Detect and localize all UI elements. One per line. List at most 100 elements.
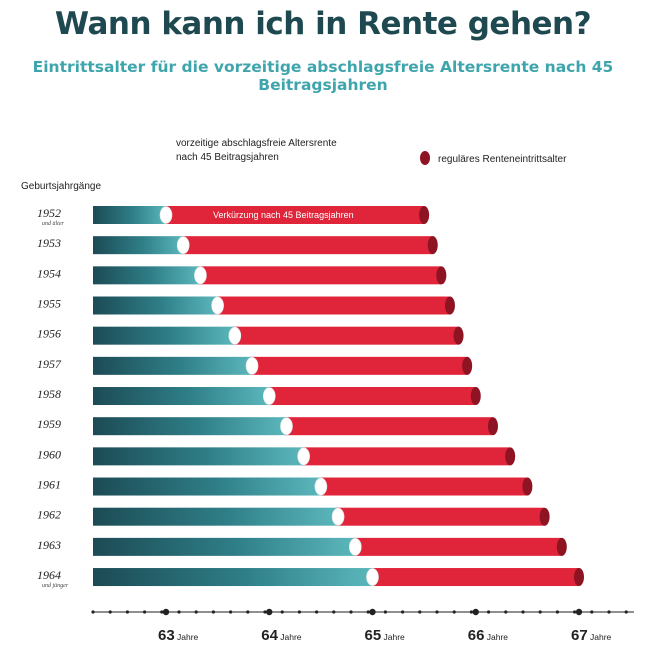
tick-label-65: 65: [365, 627, 382, 644]
row-label-1962: 1962: [37, 508, 61, 522]
x-axis-minor-dot: [555, 610, 560, 614]
row-label-1957: 1957: [37, 357, 62, 371]
early-age-marker-1955: [211, 296, 224, 315]
bar-early-1960: [93, 447, 304, 466]
bar-row-1956: 1956: [37, 326, 464, 345]
chart-subtitle: Eintrittsalter für die vorzeitige abschl…: [32, 58, 614, 94]
row-label-1956: 1956: [37, 327, 61, 341]
x-axis-minor-dot: [590, 610, 594, 614]
bar-regular-1958: [267, 387, 476, 406]
x-axis-minor-dot: [263, 610, 267, 614]
x-axis-minor-dot: [487, 610, 491, 614]
legend-regular-label: reguläres Renteneintrittsalter: [438, 154, 567, 165]
legend-early-line1: vorzeitige abschlagsfreie Altersrente: [176, 138, 337, 149]
regular-age-marker-1959: [487, 417, 498, 436]
bar-row-1963: 1963: [37, 537, 567, 556]
x-axis-minor-dot: [91, 610, 95, 614]
row-note-1952: und älter: [42, 221, 64, 227]
regular-age-marker-1963: [556, 537, 567, 556]
early-age-marker-1963: [348, 538, 362, 556]
x-axis-major-dot: [472, 608, 479, 616]
regular-age-marker-1960: [505, 447, 516, 466]
tick-unit-67: Jahre: [590, 632, 612, 642]
bar-row-1955: 1955: [37, 296, 455, 315]
early-age-marker-1956: [228, 326, 242, 345]
row-label-1958: 1958: [37, 387, 61, 401]
row-label-1952: 1952: [37, 206, 61, 220]
bar-early-1958: [93, 387, 270, 406]
x-axis-minor-dot: [452, 610, 456, 614]
bar-early-1961: [93, 477, 321, 496]
bar-annotation: Verkürzung nach 45 Beitragsjahren: [213, 210, 354, 220]
row-label-1964: 1964: [37, 568, 61, 582]
tick-unit-65: Jahre: [384, 632, 406, 642]
x-axis-minor-dot: [469, 610, 473, 614]
x-axis-minor-dot: [177, 610, 181, 614]
x-axis-minor-dot: [607, 610, 611, 614]
bar-regular-1964: [370, 568, 579, 587]
x-axis-minor-dot: [108, 610, 112, 614]
bar-early-1954: [93, 266, 201, 285]
bar-early-1956: [93, 326, 235, 345]
x-axis-minor-dot: [538, 610, 542, 614]
tick-unit-66: Jahre: [487, 632, 509, 642]
regular-age-marker-1953: [427, 236, 438, 255]
bar-early-1957: [93, 356, 253, 375]
bar-regular-1955: [215, 296, 450, 315]
y-axis-title: Geburtsjahrgänge: [21, 181, 101, 192]
bar-regular-1954: [198, 266, 442, 285]
bar-early-1962: [93, 507, 339, 526]
bar-row-1961: 1961: [37, 477, 533, 496]
x-axis-minor-dot: [143, 610, 147, 614]
early-age-marker-1957: [245, 357, 259, 375]
x-axis-major-dot: [266, 608, 273, 616]
tick-unit-64: Jahre: [280, 632, 302, 642]
row-label-1959: 1959: [37, 417, 61, 431]
bar-early-1963: [93, 537, 356, 556]
bar-row-1958: 1958: [37, 387, 481, 406]
tick-label-67: 67: [571, 627, 588, 644]
early-age-marker-1952: [159, 206, 173, 224]
bar-row-1953: 1953: [37, 236, 438, 255]
bar-row-1957: 1957: [37, 356, 473, 375]
bar-regular-1959: [284, 417, 493, 436]
bar-regular-1952: [164, 206, 425, 224]
row-label-1954: 1954: [37, 266, 61, 280]
x-axis-major-dot: [575, 608, 583, 616]
tick-unit-63: Jahre: [177, 632, 199, 642]
early-age-marker-1953: [176, 236, 190, 254]
regular-age-marker-1956: [453, 326, 464, 345]
bar-regular-1963: [353, 537, 562, 556]
early-age-marker-1961: [314, 477, 328, 496]
regular-age-marker-1961: [522, 477, 533, 496]
bar-early-1952: [93, 206, 166, 224]
x-axis-minor-dot: [401, 610, 405, 614]
regular-age-marker-1952: [419, 206, 430, 224]
x-axis-minor-dot: [211, 610, 215, 614]
bar-regular-1956: [232, 326, 459, 345]
row-label-1960: 1960: [37, 447, 61, 461]
tick-label-66: 66: [468, 627, 485, 644]
bar-early-1959: [93, 417, 287, 436]
legend-regular-marker: [420, 151, 430, 165]
regular-age-marker-1958: [470, 387, 481, 406]
early-age-marker-1962: [331, 507, 345, 526]
x-axis-minor-dot: [194, 610, 198, 614]
x-axis-minor-dot: [125, 610, 129, 614]
legend-early-line2: nach 45 Beitragsjahren: [176, 152, 279, 163]
bar-regular-1962: [336, 507, 545, 526]
early-age-marker-1964: [366, 568, 379, 586]
x-axis-minor-dot: [332, 610, 336, 614]
regular-age-marker-1962: [539, 507, 550, 526]
x-axis-minor-dot: [366, 610, 370, 614]
row-label-1953: 1953: [37, 236, 61, 250]
early-age-marker-1960: [297, 447, 310, 466]
bar-row-1954: 1954: [37, 266, 447, 285]
x-axis-minor-dot: [246, 610, 250, 614]
x-axis-minor-dot: [573, 610, 577, 614]
row-label-1961: 1961: [37, 478, 61, 492]
x-axis-minor-dot: [418, 610, 422, 614]
